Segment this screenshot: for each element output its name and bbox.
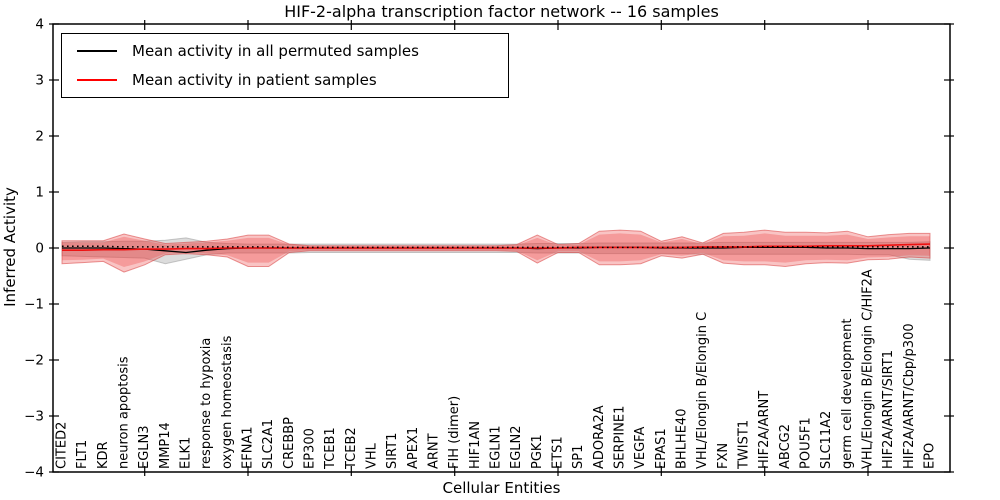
chart-title: HIF-2-alpha transcription factor network… (284, 2, 719, 21)
patient-mean-line (62, 243, 931, 251)
x-entity-label: oxygen homeostasis (220, 335, 235, 469)
x-entity-label: EPAS1 (654, 428, 669, 469)
x-entity-label: FXN (716, 443, 731, 469)
y-tick-label: 1 (35, 185, 44, 201)
x-axis-label: Cellular Entities (442, 479, 561, 497)
x-entity-label: ARNT (427, 433, 442, 469)
x-entity-label: EPO (923, 443, 938, 469)
x-entity-label: EGLN2 (509, 425, 524, 469)
x-entity-label: ELK1 (179, 437, 194, 469)
x-entity-label: germ cell development (840, 319, 855, 469)
legend-entry-permuted: Mean activity in all permuted samples (62, 37, 508, 66)
legend: Mean activity in all permuted samples Me… (61, 33, 509, 98)
x-entity-label: response to hypoxia (199, 338, 214, 469)
x-entity-label: TCEB2 (344, 427, 359, 470)
y-tick-label: 0 (35, 241, 44, 257)
x-entity-label: VEGFA (633, 427, 648, 469)
x-entity-label: TWIST1 (737, 420, 752, 470)
x-entity-label: EGLN1 (489, 425, 504, 469)
x-entity-label: PGK1 (530, 434, 545, 469)
y-tick-label: 3 (35, 73, 44, 89)
legend-label-patient: Mean activity in patient samples (132, 71, 377, 89)
y-tick-label: −4 (24, 465, 44, 481)
x-entity-label: SLC2A1 (261, 419, 276, 469)
x-entity-label: TCEB1 (323, 427, 338, 470)
y-tick-label: −1 (24, 297, 44, 313)
y-tick-label: −2 (24, 353, 44, 369)
x-entity-label: SLC11A2 (819, 411, 834, 469)
x-entity-label: SERPINE1 (613, 406, 628, 469)
x-entity-label: VHL (365, 442, 380, 469)
x-entity-label: ADORA2A (592, 405, 607, 469)
x-entity-label: APEX1 (406, 427, 421, 469)
x-entity-label: EP300 (303, 428, 318, 469)
x-entity-label: HIF1AN (468, 421, 483, 469)
x-entity-label: FLT1 (75, 440, 90, 469)
x-entity-label: FIH (dimer) (447, 396, 462, 469)
x-entity-label: POU5F1 (799, 417, 814, 469)
patient-band-outer (61, 229, 931, 273)
x-entity-label: ABCG2 (778, 424, 793, 469)
y-tick-label: 4 (35, 17, 44, 33)
x-entity-label: MMP14 (158, 422, 173, 469)
x-entity-label: SIRT1 (385, 433, 400, 469)
x-entity-label: HIF2A/ARNT/Cbp/p300 (902, 323, 917, 469)
patient-band-inner (62, 233, 930, 267)
legend-line-sample-black (77, 50, 117, 52)
x-entity-label: VHL/Elongin B/Elongin C (695, 312, 710, 469)
x-entity-label: KDR (96, 441, 111, 469)
y-tick-label: −3 (24, 409, 44, 425)
x-entity-label: HIF2A/ARNT/SIRT1 (881, 350, 896, 469)
legend-entry-patient: Mean activity in patient samples (62, 66, 508, 95)
x-entity-label: CREBBP (282, 417, 297, 469)
legend-line-sample-red (77, 79, 117, 81)
x-entity-label: SP1 (571, 445, 586, 469)
x-entity-label: VHL/Elongin B/Elongin C/HIF2A (861, 269, 876, 469)
x-entity-label: EFNA1 (241, 426, 256, 469)
x-entity-label: BHLHE40 (675, 409, 690, 469)
x-entity-label: HIF2A/ARNT (757, 391, 772, 469)
x-entity-label: neuron apoptosis (117, 356, 132, 469)
x-entity-label: ETS1 (551, 436, 566, 469)
legend-label-permuted: Mean activity in all permuted samples (132, 42, 419, 60)
x-entity-label: CITED2 (55, 422, 70, 469)
y-tick-label: 2 (35, 129, 44, 145)
x-entity-label: EGLN3 (137, 425, 152, 469)
